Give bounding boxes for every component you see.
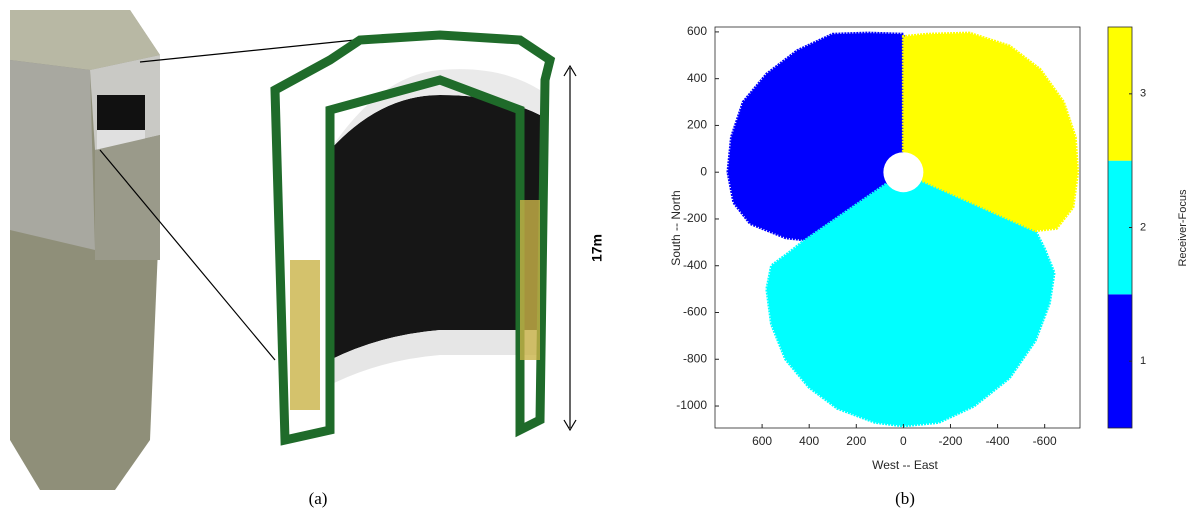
colorbar-segment [1108,27,1132,161]
colorbar-segment [1108,294,1132,428]
y-tick-label: -600 [683,305,707,319]
y-tick-label: -400 [683,258,707,272]
x-tick-label: -400 [986,434,1010,448]
height-arrow [564,66,576,430]
figure: 17m (a) (b) West -- East South -- North … [0,0,1194,514]
x-tick-label: -200 [938,434,962,448]
x-tick-label: -600 [1033,434,1057,448]
x-axis-label: West -- East [872,458,938,472]
receiver-render [275,35,550,440]
panel-label: (a) [309,489,328,508]
x-tick-label: 0 [900,434,907,448]
y-tick-label: 0 [700,164,707,178]
x-tick-label: 200 [846,434,866,448]
y-axis-label: South -- North [669,190,683,265]
height-label: 17m [589,234,605,262]
colorbar-tick-label: 2 [1140,221,1146,233]
x-tick-label: 400 [799,434,819,448]
tower-render [10,10,355,490]
panel-label: (b) [895,489,915,508]
colorbar-tick-label: 3 [1140,88,1146,100]
y-tick-label: -200 [683,211,707,225]
x-tick-label: 600 [752,434,772,448]
y-tick-label: -800 [683,351,707,365]
y-tick-label: 400 [687,71,707,85]
y-tick-label: 200 [687,118,707,132]
colorbar-tick-label: 1 [1140,355,1146,367]
colorbar-label: Receiver-Focus [1177,189,1189,267]
tower-gap [883,152,923,192]
y-tick-label: -1000 [676,398,707,412]
colorbar-segment [1108,161,1132,295]
y-tick-label: 600 [687,24,707,38]
